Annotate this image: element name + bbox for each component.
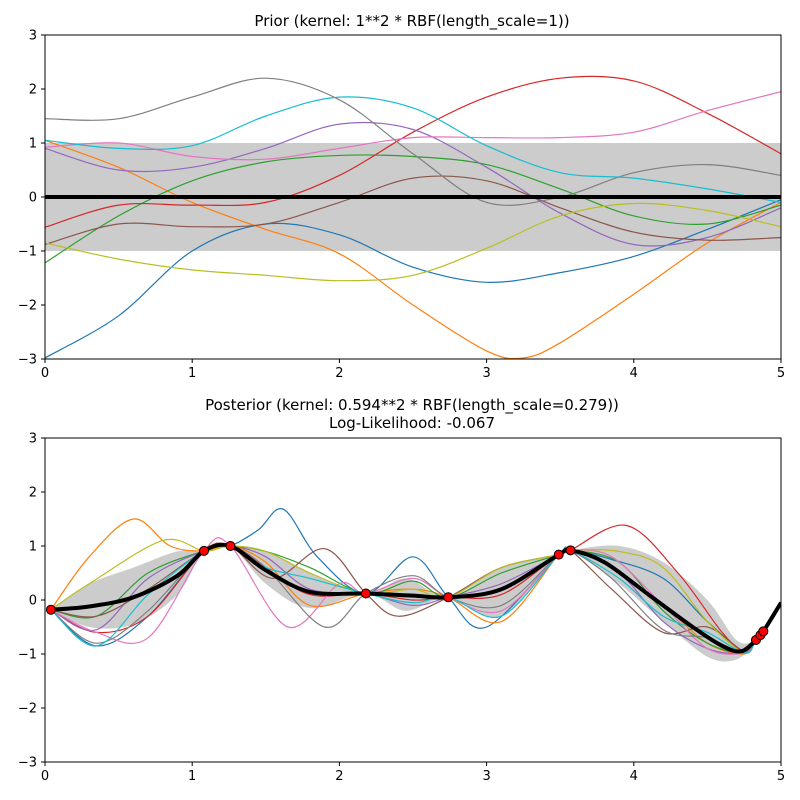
posterior-xtick-label: 4 xyxy=(630,769,638,784)
prior-ytick-label: 1 xyxy=(29,137,37,152)
posterior-xtick-label: 2 xyxy=(335,769,343,784)
posterior-title: Posterior (kernel: 0.594**2 * RBF(length… xyxy=(205,396,619,415)
prior-plot-area: 0 1 2 3 4 5 −3 −2 −1 0 1 2 3 xyxy=(18,29,785,382)
posterior-ytick-label: −1 xyxy=(18,648,37,663)
training-point-4 xyxy=(360,588,371,599)
posterior-panel: Posterior (kernel: 0.594**2 * RBF(length… xyxy=(18,396,785,784)
training-point-7 xyxy=(565,545,576,556)
training-point-2 xyxy=(198,545,209,556)
prior-sample-8 xyxy=(45,77,781,206)
prior-title: Prior (kernel: 1**2 * RBF(length_scale=1… xyxy=(254,12,569,31)
training-point-6 xyxy=(553,549,564,560)
posterior-mean-line xyxy=(50,542,781,654)
prior-sample-9 xyxy=(45,202,781,282)
prior-panel: Prior (kernel: 1**2 * RBF(length_scale=1… xyxy=(18,12,785,381)
prior-xtick-label: 3 xyxy=(482,366,490,381)
posterior-subtitle: Log-Likelihood: -0.067 xyxy=(329,414,495,432)
prior-xtick-label: 4 xyxy=(630,366,638,381)
prior-ytick-label: −2 xyxy=(18,299,37,314)
training-point-1 xyxy=(45,604,56,615)
posterior-series-group xyxy=(45,508,781,662)
prior-sample-5 xyxy=(45,121,781,247)
prior-ytick-label: −1 xyxy=(18,245,37,260)
posterior-plot-area: 0 1 2 3 4 5 −3 −2 −1 0 1 2 3 xyxy=(18,432,785,785)
posterior-ytick-label: −2 xyxy=(18,702,37,717)
prior-ytick-label: 3 xyxy=(29,29,37,44)
posterior-xtick-label: 1 xyxy=(188,769,196,784)
prior-sample-3 xyxy=(45,154,781,264)
training-point-10 xyxy=(758,626,769,637)
posterior-ytick-label: 3 xyxy=(29,432,37,447)
posterior-ytick-label: 2 xyxy=(29,486,37,501)
posterior-ytick-label: 1 xyxy=(29,540,37,555)
prior-xtick-label: 1 xyxy=(188,366,196,381)
prior-sample-1 xyxy=(45,199,781,359)
posterior-xtick-label: 3 xyxy=(482,769,490,784)
prior-xtick-label: 0 xyxy=(41,366,49,381)
posterior-xtick-label: 0 xyxy=(41,769,49,784)
prior-series-group xyxy=(45,75,781,359)
prior-ytick-label: 0 xyxy=(29,191,37,206)
prior-ytick-label: 2 xyxy=(29,83,37,98)
posterior-xtick-label: 5 xyxy=(777,769,785,784)
prior-xtick-label: 5 xyxy=(777,366,785,381)
posterior-ytick-label: −3 xyxy=(18,756,37,771)
training-point-5 xyxy=(443,592,454,603)
prior-sample-10 xyxy=(45,96,781,203)
prior-sample-4 xyxy=(45,75,781,228)
prior-sample-7 xyxy=(45,91,781,161)
prior-ytick-label: −3 xyxy=(18,353,37,368)
prior-xtick-label: 2 xyxy=(335,366,343,381)
prior-sample-6 xyxy=(45,175,781,246)
training-point-3 xyxy=(225,541,236,551)
posterior-ytick-label: 0 xyxy=(29,594,37,609)
